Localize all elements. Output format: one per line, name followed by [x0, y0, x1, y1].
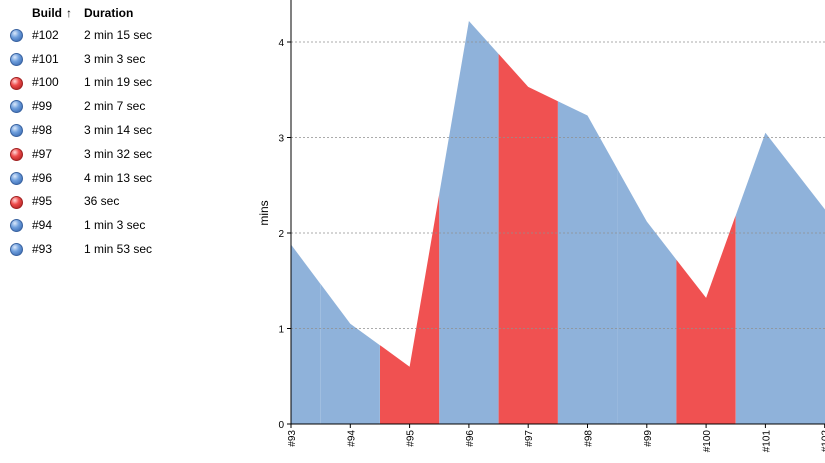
- header-build[interactable]: Build ↑: [32, 3, 84, 23]
- build-duration: 36 sec: [84, 194, 120, 209]
- chart-areas: [291, 21, 825, 425]
- x-tick-label: #97: [524, 430, 535, 447]
- success-status-icon: [10, 29, 23, 43]
- status-cell: [10, 94, 32, 118]
- status-cell: [10, 213, 32, 237]
- area-segment-#95: [380, 193, 440, 424]
- success-status-icon: [10, 100, 23, 114]
- build-duration: 3 min 3 sec: [84, 51, 146, 66]
- area-segment-#101: [735, 132, 795, 424]
- build-link[interactable]: #96: [32, 170, 53, 185]
- header-build-label: Build: [32, 6, 62, 20]
- status-cell: [10, 23, 32, 47]
- y-tick-label: 2: [278, 229, 284, 240]
- x-tick-label: #99: [643, 430, 654, 447]
- area-segment-#94: [320, 284, 380, 424]
- chart-axes: [287, 0, 825, 428]
- status-cell: [10, 190, 32, 214]
- x-tick-label: #101: [761, 430, 772, 453]
- area-segment-#93: [291, 244, 321, 424]
- failed-status-icon: [10, 76, 23, 90]
- success-status-icon: [10, 243, 23, 257]
- area-segment-#97: [498, 53, 558, 425]
- success-status-icon: [10, 52, 23, 66]
- x-tick-label: #98: [584, 430, 595, 447]
- table-header-row: Build ↑ Duration: [10, 3, 152, 23]
- build-link[interactable]: #93: [32, 242, 53, 257]
- table-row: #100 1 min 19 sec: [10, 71, 152, 95]
- y-tick-labels: 0 1 2 3 4: [278, 38, 284, 431]
- build-link[interactable]: #102: [32, 27, 59, 42]
- success-status-icon: [10, 219, 23, 233]
- status-cell: [10, 166, 32, 190]
- status-cell: [10, 71, 32, 95]
- x-tick-label: #95: [406, 430, 417, 447]
- build-duration: 2 min 7 sec: [84, 99, 146, 114]
- build-history-table: Build ↑ Duration #102 2 min 15 sec #101 3 mi…: [10, 3, 152, 261]
- build-duration: 1 min 19 sec: [84, 75, 153, 90]
- table-row: #98 3 min 14 sec: [10, 118, 152, 142]
- x-tick-label: #100: [702, 430, 713, 453]
- build-duration: 1 min 53 sec: [84, 242, 153, 257]
- build-link[interactable]: #95: [32, 194, 53, 209]
- chart-gridlines: [291, 41, 825, 329]
- status-cell: [10, 118, 32, 142]
- x-tick-label: #93: [287, 430, 298, 447]
- y-tick-label: 4: [278, 38, 284, 49]
- build-duration: 1 min 3 sec: [84, 218, 146, 233]
- x-tick-label: #94: [346, 430, 357, 447]
- table-row: #94 1 min 3 sec: [10, 213, 152, 237]
- failed-status-icon: [10, 195, 23, 209]
- table-row: #101 3 min 3 sec: [10, 47, 152, 71]
- success-status-icon: [10, 124, 23, 138]
- area-segment-#99: [617, 168, 677, 424]
- build-duration: 2 min 15 sec: [84, 27, 153, 42]
- x-tick-labels: #93 #94 #95 #96 #97 #98 #99 #100 #101 #102: [287, 430, 825, 453]
- table-row: #99 2 min 7 sec: [10, 94, 152, 118]
- build-duration: 3 min 14 sec: [84, 123, 153, 138]
- header-status-cell: [10, 3, 32, 23]
- x-tick-label: #96: [465, 430, 476, 447]
- build-link[interactable]: #98: [32, 123, 53, 138]
- sort-ascending-icon: ↑: [66, 6, 72, 20]
- success-status-icon: [10, 171, 23, 185]
- build-duration: 4 min 13 sec: [84, 170, 153, 185]
- status-cell: [10, 142, 32, 166]
- y-tick-label: 0: [278, 420, 284, 431]
- x-tick-label: #102: [821, 430, 825, 453]
- failed-status-icon: [10, 148, 23, 162]
- area-segment-#102: [795, 170, 825, 424]
- build-link[interactable]: #99: [32, 99, 53, 114]
- status-cell: [10, 237, 32, 261]
- y-tick-label: 3: [278, 134, 284, 145]
- build-link[interactable]: #101: [32, 51, 59, 66]
- area-segment-#96: [439, 21, 499, 424]
- table-row: #93 1 min 53 sec: [10, 237, 152, 261]
- area-segment-#98: [557, 101, 618, 424]
- build-link[interactable]: #97: [32, 146, 53, 161]
- y-tick-label: 1: [278, 325, 284, 336]
- build-link[interactable]: #100: [32, 75, 59, 90]
- build-duration: 3 min 32 sec: [84, 146, 153, 161]
- build-link[interactable]: #94: [32, 218, 53, 233]
- table-row: #102 2 min 15 sec: [10, 23, 152, 47]
- area-segment-#100: [676, 215, 736, 424]
- table-row: #95 36 sec: [10, 190, 152, 214]
- y-axis-title: mins: [257, 200, 271, 225]
- table-row: #97 3 min 32 sec: [10, 142, 152, 166]
- table-row: #96 4 min 13 sec: [10, 166, 152, 190]
- status-cell: [10, 47, 32, 71]
- header-duration[interactable]: Duration: [84, 6, 134, 20]
